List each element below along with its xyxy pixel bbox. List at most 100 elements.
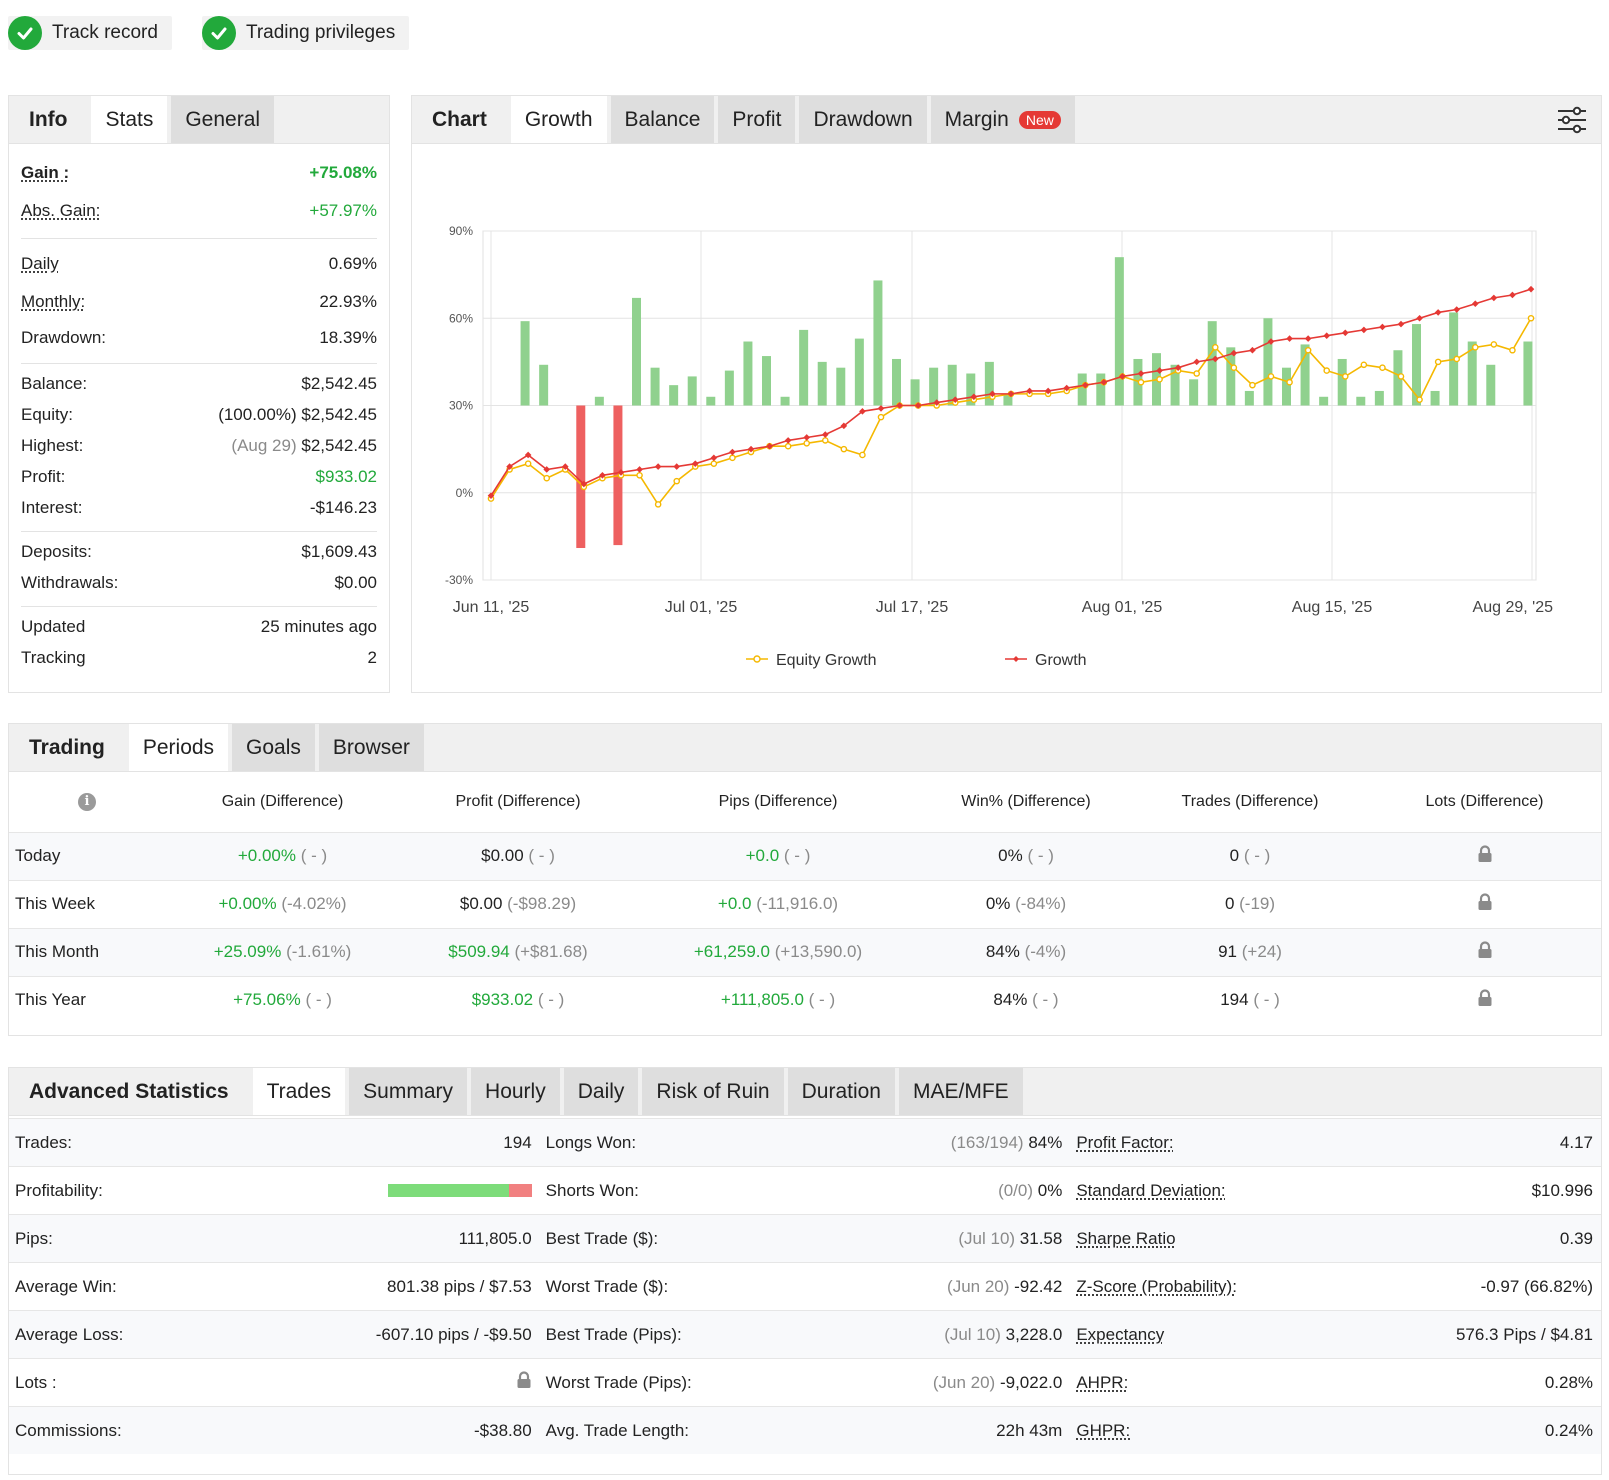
tab-mae-mfe[interactable]: MAE/MFE <box>899 1068 1023 1115</box>
bar-positive <box>929 367 939 406</box>
lock-icon[interactable] <box>1477 844 1493 868</box>
stat-value: $10.996 <box>1531 1180 1594 1200</box>
track-record-badge[interactable]: Track record <box>8 16 172 50</box>
win-cell: 84% ( - ) <box>920 975 1132 1024</box>
trades-diff: (+24) <box>1241 942 1282 961</box>
stat-row: Avg. Trade Length: 22h 43m <box>539 1406 1071 1454</box>
gain-value: +75.08% <box>309 163 377 182</box>
trading-privileges-badge[interactable]: Trading privileges <box>201 16 410 50</box>
lock-icon[interactable] <box>1477 940 1493 964</box>
stat-label[interactable]: Standard Deviation: <box>1076 1180 1226 1200</box>
stat-value: 801.38 pips / $7.53 <box>387 1276 532 1296</box>
bar-positive <box>854 338 864 406</box>
tab-growth[interactable]: Growth <box>510 96 607 143</box>
tab-chart[interactable]: Chart <box>432 107 487 131</box>
profit-value: $933.02 <box>315 466 377 486</box>
stat-label[interactable]: GHPR: <box>1076 1420 1131 1440</box>
lots-cell <box>1368 879 1601 928</box>
growth-point <box>840 422 848 430</box>
pips-value: +111,805.0 <box>720 990 804 1010</box>
bar-positive <box>1282 367 1291 406</box>
divider <box>21 531 377 532</box>
tab-info[interactable]: Info <box>29 107 68 131</box>
bar-positive <box>1003 393 1013 406</box>
deposits-label: Deposits: <box>21 541 92 561</box>
stat-value: 22h 43m <box>996 1420 1063 1440</box>
stat-label: Average Win: <box>15 1276 117 1296</box>
growth-point <box>933 399 941 406</box>
highest-row: Highest: (Aug 29) $2,542.45 <box>21 430 377 461</box>
tab-stats[interactable]: Stats <box>91 96 168 143</box>
growth-point <box>673 463 681 470</box>
tab-duration[interactable]: Duration <box>787 1068 895 1115</box>
daily-label[interactable]: Daily <box>21 254 59 273</box>
trading-panel: Trading Periods Goals Browser i Gain (Di… <box>8 723 1602 1036</box>
tab-risk-of-ruin[interactable]: Risk of Ruin <box>642 1068 784 1115</box>
tab-trading[interactable]: Trading <box>29 735 105 759</box>
stat-row: Worst Trade (Pips): (Jun 20) -9,022.0 <box>539 1358 1071 1406</box>
info-icon[interactable]: i <box>78 793 96 812</box>
growth-point <box>1304 335 1312 342</box>
growth-point <box>821 431 829 438</box>
tab-summary[interactable]: Summary <box>349 1068 468 1115</box>
stat-detail: (Jun 20) <box>932 1372 996 1392</box>
tab-margin[interactable]: Margin New <box>930 96 1075 143</box>
stat-label[interactable]: Expectancy <box>1076 1324 1165 1344</box>
tab-profit[interactable]: Profit <box>718 96 796 143</box>
lots-cell <box>1368 975 1601 1024</box>
growth-point <box>1509 291 1516 299</box>
lock-icon[interactable] <box>516 1371 532 1394</box>
advanced-tabbar: Advanced Statistics Trades Summary Hourl… <box>9 1068 1601 1116</box>
stat-label[interactable]: Sharpe Ratio <box>1076 1228 1176 1248</box>
lock-icon[interactable] <box>1477 892 1493 916</box>
equity-growth-point <box>1434 358 1442 366</box>
legend-label: Equity Growth <box>776 652 876 669</box>
daily-value: 0.69% <box>328 254 377 273</box>
tab-daily[interactable]: Daily <box>563 1068 639 1115</box>
bar-positive <box>1189 379 1199 406</box>
stat-label[interactable]: Z-Score (Probability): <box>1076 1276 1237 1296</box>
tab-goals[interactable]: Goals <box>232 724 315 771</box>
growth-point <box>561 463 569 470</box>
equity-growth-point <box>784 442 792 450</box>
trades-cell: 0 (-19) <box>1132 879 1368 928</box>
sliders-icon[interactable] <box>1557 106 1587 134</box>
growth-point <box>710 454 718 462</box>
profit-value: $933.02 <box>471 990 534 1010</box>
bar-positive <box>1412 324 1421 406</box>
tab-browser[interactable]: Browser <box>318 724 424 771</box>
tab-hourly[interactable]: Hourly <box>471 1068 560 1115</box>
pips-value: +61,259.0 <box>693 942 770 961</box>
equity-growth-point <box>654 501 662 508</box>
bar-positive <box>1170 364 1180 406</box>
tab-drawdown[interactable]: Drawdown <box>799 96 927 143</box>
tab-advanced-statistics[interactable]: Advanced Statistics <box>29 1079 229 1103</box>
tab-trades[interactable]: Trades <box>252 1068 346 1115</box>
x-tick-label: Jul 17, '25 <box>876 599 949 616</box>
stat-label[interactable]: AHPR: <box>1076 1372 1129 1392</box>
growth-point <box>1341 329 1349 337</box>
pips-diff: ( - ) <box>783 846 811 865</box>
growth-point <box>1286 335 1293 342</box>
monthly-label[interactable]: Monthly: <box>21 292 86 311</box>
gain-value: +25.09% <box>213 942 282 961</box>
stat-label: Trades: <box>15 1132 73 1152</box>
lots-cell <box>1368 831 1601 880</box>
stat-label[interactable]: Profit Factor: <box>1076 1132 1174 1152</box>
abs-gain-label[interactable]: Abs. Gain: <box>21 201 101 220</box>
tab-balance[interactable]: Balance <box>610 96 715 143</box>
table-row: This Week +0.00% (-4.02%) $0.00 (-$98.29) +… <box>9 879 1601 928</box>
gain-label[interactable]: Gain : <box>21 163 70 182</box>
profit-row: Profit: $933.02 <box>21 461 377 492</box>
equity-growth-point <box>673 477 681 485</box>
tab-periods[interactable]: Periods <box>128 724 229 771</box>
lots-cell <box>1368 927 1601 976</box>
lock-icon[interactable] <box>1477 989 1493 1012</box>
tab-general[interactable]: General <box>171 96 275 143</box>
stat-label: Longs Won: <box>545 1132 637 1152</box>
stat-label: Commissions: <box>15 1420 122 1440</box>
info-tabbar: Info Stats General <box>9 96 389 144</box>
stat-row: Average Loss: -607.10 pips / -$9.50 <box>9 1310 540 1358</box>
profitability-bar <box>387 1184 532 1197</box>
growth-point <box>654 463 662 470</box>
